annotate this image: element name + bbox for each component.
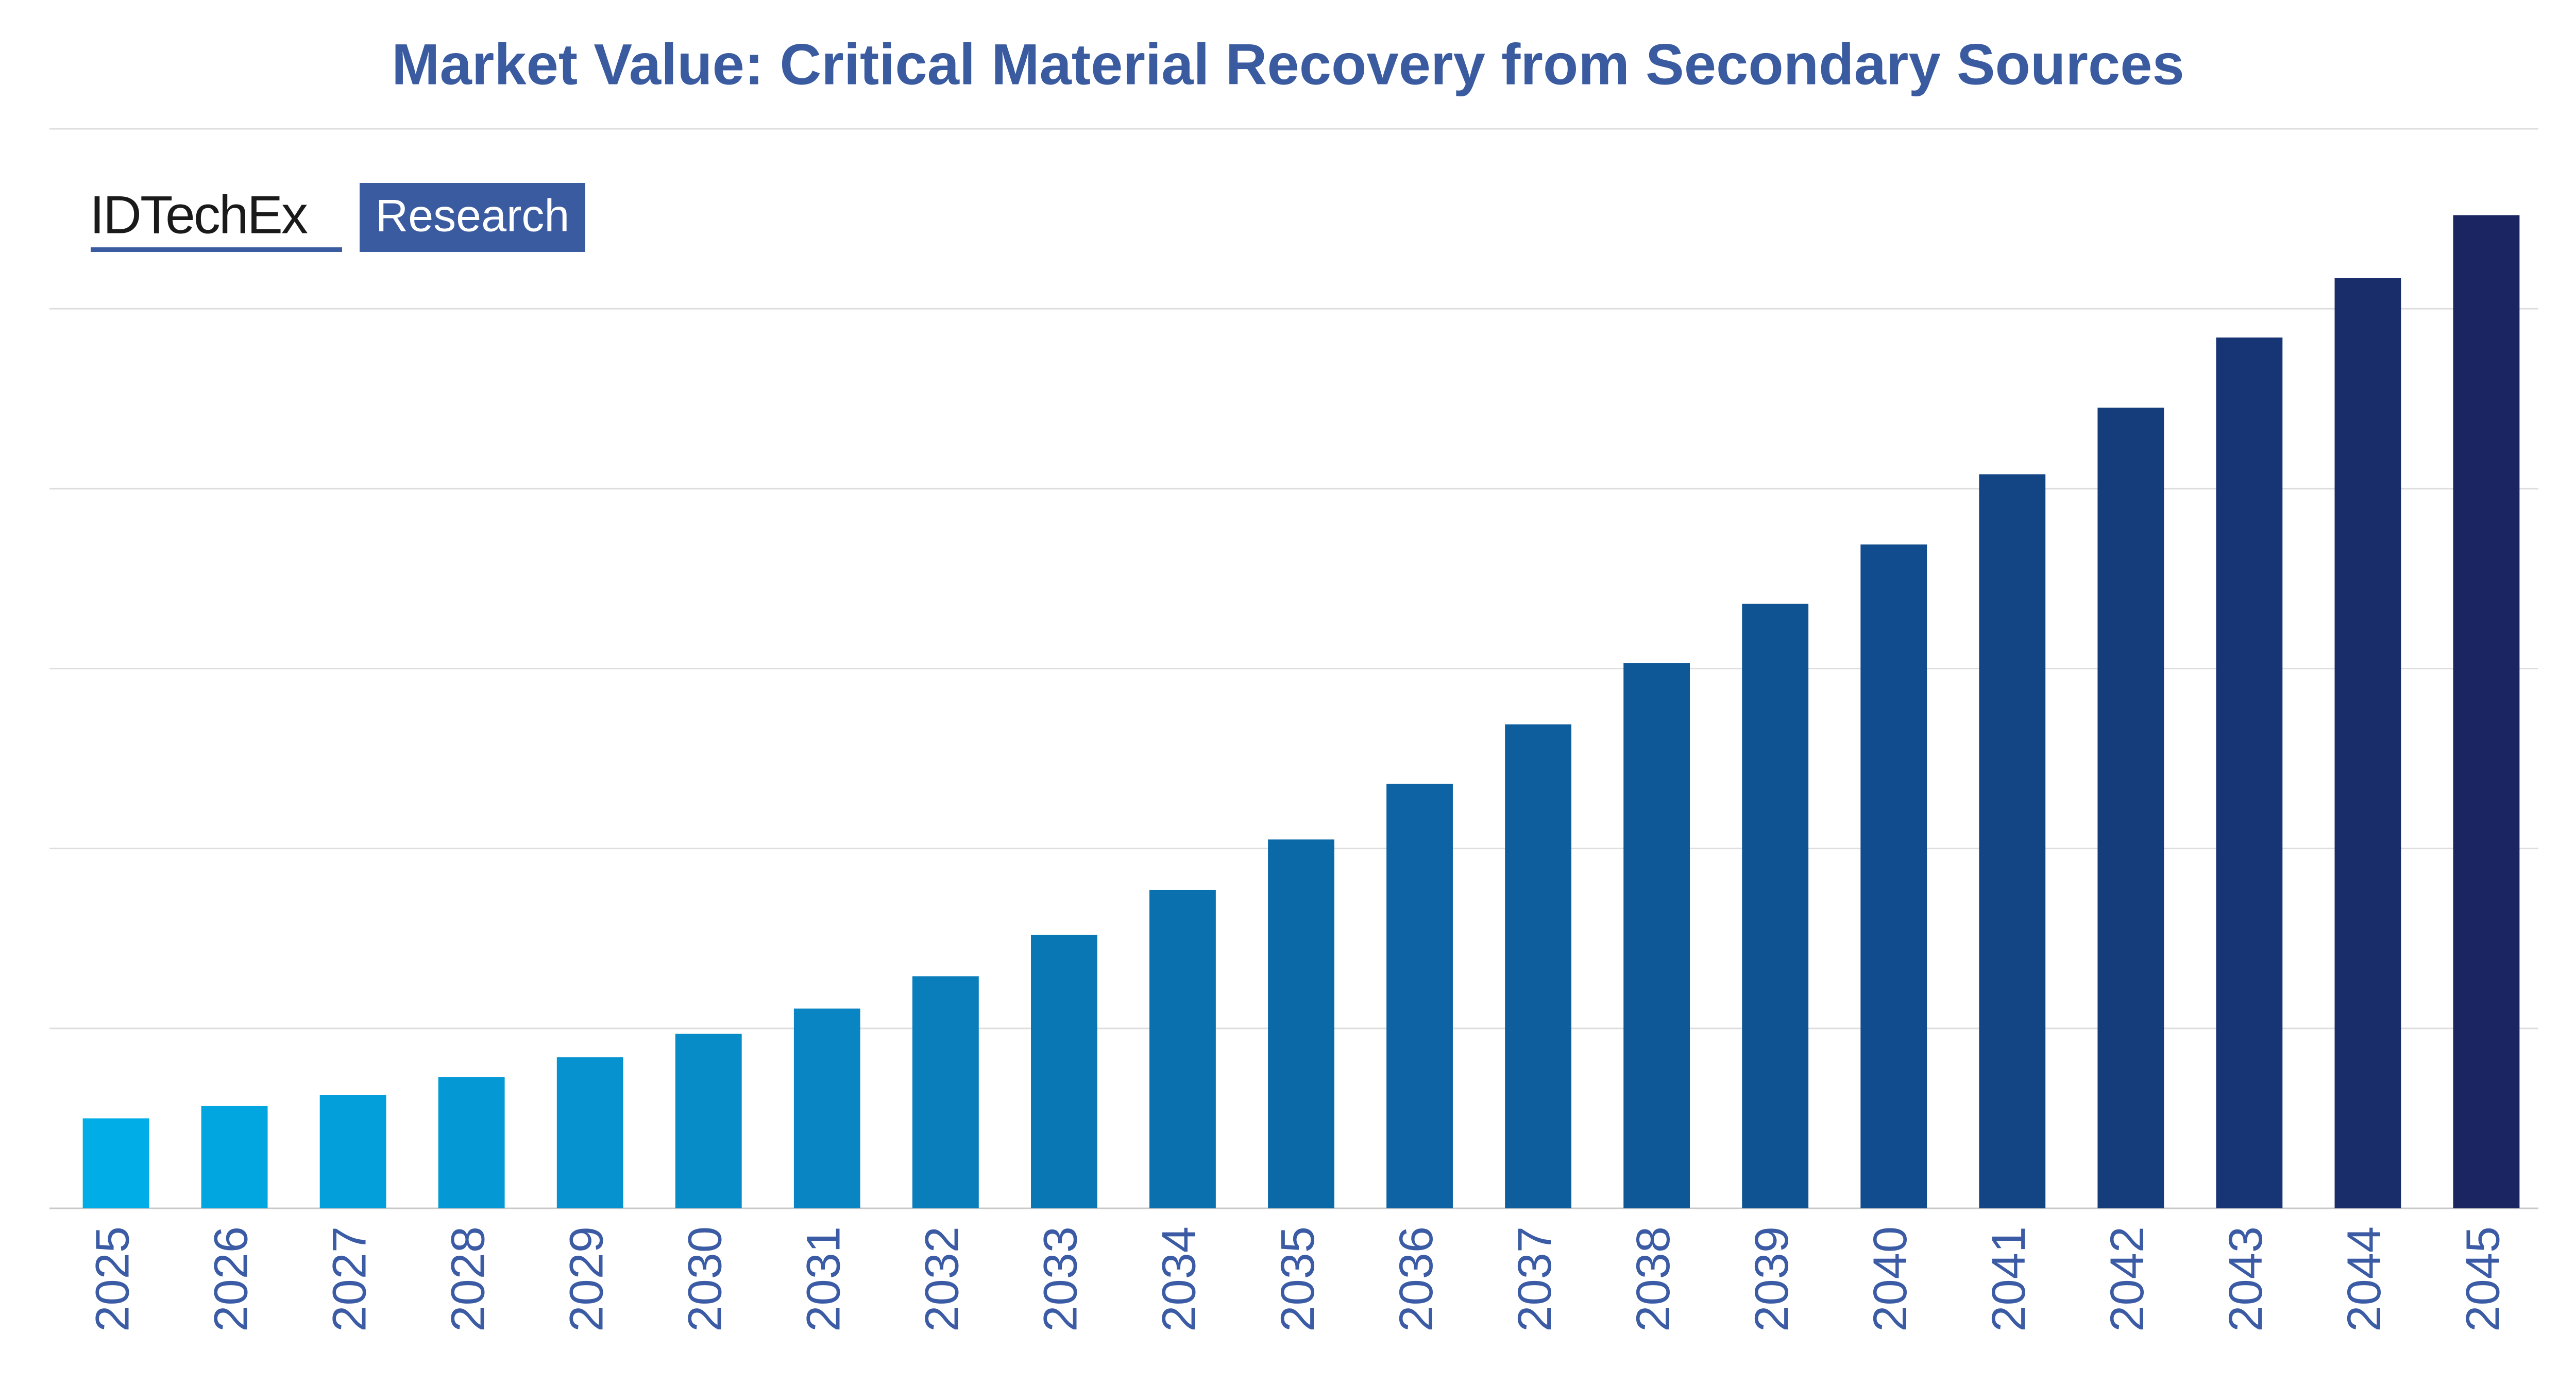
x-tick-label: 2038 <box>1627 1226 1680 1332</box>
x-tick-label: 2037 <box>1509 1226 1561 1332</box>
bar <box>912 976 979 1208</box>
bar <box>1030 935 1097 1208</box>
logo-underline <box>91 247 342 252</box>
bar <box>793 1008 860 1208</box>
bar <box>1623 663 1690 1208</box>
logo-brand: IDTechEx <box>90 185 308 245</box>
bar <box>438 1077 505 1208</box>
chart-title: Market Value: Critical Material Recovery… <box>392 32 2184 97</box>
x-tick-label: 2031 <box>798 1226 850 1332</box>
x-tick-label: 2027 <box>323 1226 376 1332</box>
bar <box>1149 889 1216 1208</box>
x-tick-label: 2045 <box>2456 1226 2509 1332</box>
bar <box>82 1118 149 1208</box>
bar <box>319 1095 386 1208</box>
bar <box>675 1034 742 1208</box>
x-tick-label: 2041 <box>1982 1226 2035 1332</box>
x-tick-label: 2026 <box>205 1226 257 1332</box>
x-tick-label: 2043 <box>2219 1226 2272 1332</box>
x-tick-label: 2036 <box>1390 1226 1443 1332</box>
bar <box>1742 603 1809 1208</box>
bar <box>1505 724 1572 1208</box>
logo-box <box>360 183 585 252</box>
x-tick-label: 2028 <box>442 1226 494 1332</box>
bar <box>1386 783 1453 1208</box>
bar <box>1979 474 2046 1208</box>
x-tick-label: 2029 <box>561 1226 613 1332</box>
x-tick-label: 2030 <box>679 1226 732 1332</box>
x-tick-label: 2042 <box>2101 1226 2154 1332</box>
bar <box>201 1105 268 1208</box>
bar <box>2334 278 2401 1208</box>
bar <box>2097 408 2164 1209</box>
x-tick-label: 2032 <box>916 1226 969 1332</box>
bar <box>1860 544 1927 1208</box>
bar <box>2216 338 2283 1208</box>
x-tick-label: 2033 <box>1035 1226 1087 1332</box>
x-tick-label: 2034 <box>1153 1226 1206 1332</box>
bar <box>1268 839 1334 1208</box>
x-tick-label: 2040 <box>1864 1226 1917 1332</box>
logo-tag: Research <box>376 190 570 241</box>
x-tick-label: 2025 <box>86 1226 139 1332</box>
x-tick-label: 2035 <box>1272 1226 1324 1332</box>
bar <box>556 1057 623 1208</box>
x-tick-label: 2039 <box>1745 1226 1798 1332</box>
bar <box>2453 215 2520 1209</box>
x-tick-label: 2044 <box>2338 1226 2391 1332</box>
